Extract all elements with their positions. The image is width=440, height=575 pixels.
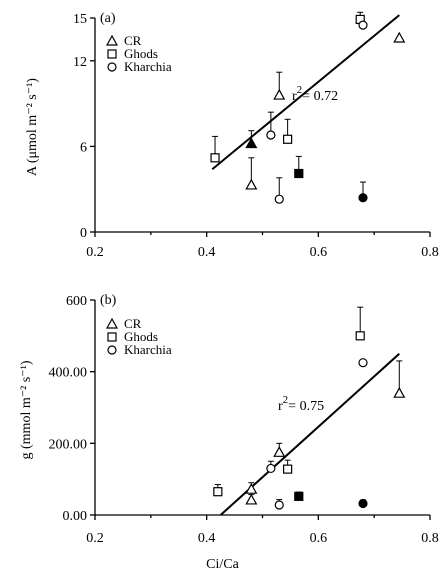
data-point-kharchia [358,498,368,509]
data-point-cr [393,31,406,43]
legend-marker-ghods [107,49,117,59]
x-tick-label: 0.2 [86,245,104,260]
legend-label-ghods: Ghods [124,46,158,61]
y-tick-label: 0 [80,226,87,241]
chart-panel-a: 0.2 0.4 0.6 0.8 0 6 12 15 (a) A (μmol m⁻² s⁻¹) r2=… [25,11,439,260]
data-point-cr [273,446,286,457]
data-point-ghods [355,331,365,341]
legend-marker-kharchia [107,345,117,355]
y-axis-label: g (mmol m⁻² s⁻¹) [19,360,34,459]
y-tick-label: 200.00 [49,437,88,452]
y-tick-label: 0.00 [63,509,88,524]
x-axis-label: Ci/Ca [206,557,239,572]
data-point-cr [245,482,258,494]
x-tick-label: 0.4 [198,245,216,260]
data-point-ghods [294,168,304,179]
x-tick-label: 0.4 [198,531,216,546]
data-point-cr [245,178,258,190]
r-squared-annotation: r2= 0.75 [278,394,324,414]
y-tick-label: 600 [66,294,87,309]
x-tick-label: 0.2 [86,531,104,546]
y-tick-label: 400.00 [49,366,88,381]
y-axis-label: A (μmol m⁻² s⁻¹) [25,78,40,176]
data-point-cr [245,137,258,149]
legend-label-kharchia: Kharchia [124,342,172,357]
legend-marker-ghods [107,332,117,342]
x-tick-label: 0.8 [421,531,439,546]
data-point-ghods [283,134,293,144]
x-tick-label: 0.6 [310,245,328,260]
y-tick-label: 15 [73,12,87,27]
data-point-kharchia [266,130,276,140]
regression-line [211,14,400,170]
data-point-cr [245,493,258,505]
data-point-kharchia [358,193,368,203]
y-tick-label: 6 [80,140,87,155]
y-tick-label: 12 [73,55,87,70]
data-point-kharchia [274,500,284,510]
legend-marker-kharchia [107,62,117,72]
panel-label: (b) [100,293,117,308]
legend-label-cr: CR [124,316,142,331]
data-point-kharchia [274,194,284,204]
data-point-cr [273,88,286,100]
data-point-ghods [210,153,220,163]
legend-marker-cr [105,317,119,329]
data-point-kharchia [358,358,368,368]
data-point-ghods [213,487,223,497]
legend-label-kharchia: Kharchia [124,59,172,74]
panel-label: (a) [100,11,116,26]
x-tick-label: 0.6 [310,531,328,546]
chart-panel-b: 0.2 0.4 0.6 0.8 0.00 200.00 400.00 600 (b) g (mmo… [19,293,439,572]
data-point-ghods [283,464,293,474]
data-point-ghods [294,491,304,501]
data-point-kharchia [358,20,368,30]
data-point-kharchia [266,463,276,474]
data-point-cr [393,386,406,398]
legend-label-ghods: Ghods [124,329,158,344]
legend-marker-cr [105,34,119,46]
x-tick-label: 0.8 [421,245,439,260]
legend-label-cr: CR [124,33,142,48]
r-squared-annotation: r2= 0.72 [292,84,338,104]
